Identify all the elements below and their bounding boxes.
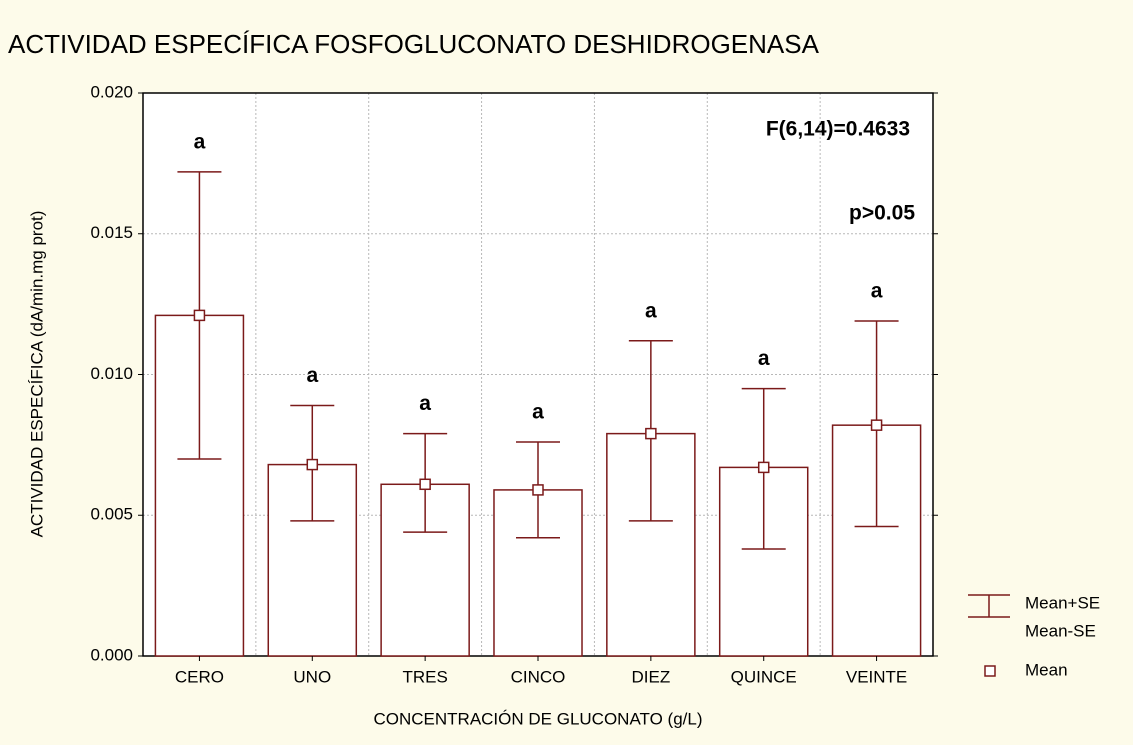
- y-tick-label: 0.010: [90, 364, 133, 383]
- y-tick-label: 0.015: [90, 223, 133, 242]
- mean-marker: [193, 309, 206, 322]
- mean-marker: [419, 478, 431, 491]
- group-label: a: [532, 401, 544, 424]
- x-tick-label: CINCO: [511, 667, 566, 686]
- legend-label: Mean+SE: [1025, 593, 1100, 612]
- legend-symbol: [984, 665, 996, 677]
- legend-label: Mean: [1025, 660, 1068, 679]
- group-label: a: [645, 299, 657, 322]
- group-label: a: [306, 364, 318, 387]
- annotation: p>0.05: [849, 202, 915, 225]
- x-axis-label: CONCENTRACIÓN DE GLUCONATO (g/L): [373, 709, 702, 728]
- mean-marker: [532, 484, 544, 496]
- legend-label: Mean-SE: [1025, 621, 1096, 640]
- group-label: a: [758, 347, 770, 370]
- y-tick-label: 0.020: [90, 82, 133, 101]
- group-label: a: [194, 130, 206, 153]
- y-axis-label: ACTIVIDAD ESPECÍFICA (dA/min.mg prot): [27, 211, 46, 538]
- mean-marker: [645, 427, 657, 440]
- y-tick-label: 0.005: [90, 505, 133, 524]
- x-tick-label: QUINCE: [731, 667, 797, 686]
- mean-marker: [306, 458, 319, 471]
- group-label: a: [419, 392, 431, 415]
- annotation: F(6,14)=0.4633: [766, 118, 910, 141]
- y-tick-label: 0.000: [90, 645, 133, 664]
- x-tick-label: TRES: [402, 667, 447, 686]
- x-tick-label: DIEZ: [631, 667, 670, 686]
- chart-title: ACTIVIDAD ESPECÍFICA FOSFOGLUCONATO DESH…: [8, 29, 820, 59]
- mean-marker: [870, 419, 883, 431]
- group-label: a: [871, 280, 883, 303]
- mean-marker: [757, 461, 770, 474]
- x-tick-label: VEINTE: [846, 667, 907, 686]
- x-tick-label: CERO: [175, 667, 224, 686]
- x-tick-label: UNO: [293, 667, 331, 686]
